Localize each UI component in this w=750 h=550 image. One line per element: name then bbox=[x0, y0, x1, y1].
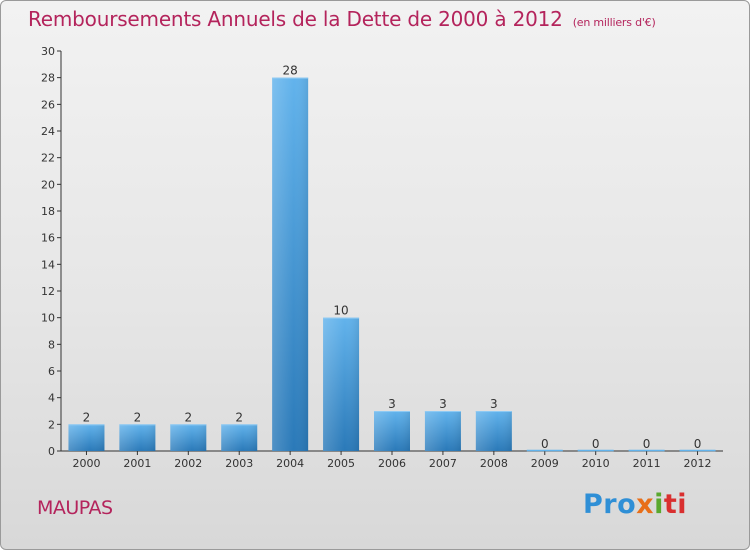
y-tick-label: 4 bbox=[48, 392, 55, 405]
bars bbox=[68, 77, 716, 452]
y-tick-label: 12 bbox=[41, 285, 55, 298]
bar-shine bbox=[424, 411, 461, 451]
data-label: 3 bbox=[439, 397, 447, 411]
x-tick-label: 2009 bbox=[531, 457, 559, 470]
chart-title: Remboursements Annuels de la Dette de 20… bbox=[28, 7, 656, 31]
y-tick-label: 22 bbox=[41, 152, 55, 165]
y-tick-label: 8 bbox=[48, 338, 55, 351]
x-tick-label: 2001 bbox=[123, 457, 151, 470]
y-tick-label: 10 bbox=[41, 312, 55, 325]
logo-part-1: Pro bbox=[583, 489, 637, 520]
data-label: 0 bbox=[643, 437, 651, 451]
x-tick-label: 2011 bbox=[633, 457, 661, 470]
data-label: 0 bbox=[694, 437, 702, 451]
y-tick-label: 24 bbox=[41, 125, 55, 138]
y-tick-label: 16 bbox=[41, 232, 55, 245]
y-tick-label: 6 bbox=[48, 365, 55, 378]
y-tick-label: 14 bbox=[41, 258, 55, 271]
data-label: 2 bbox=[235, 410, 243, 424]
data-label: 10 bbox=[333, 304, 348, 318]
bar-shine bbox=[374, 411, 410, 451]
data-label: 2 bbox=[134, 410, 142, 424]
y-tick-label: 0 bbox=[48, 445, 55, 458]
commune-name: MAUPAS bbox=[37, 497, 113, 519]
bar-shine bbox=[475, 411, 512, 451]
data-label: 28 bbox=[283, 64, 298, 78]
x-tick-label: 2012 bbox=[684, 457, 712, 470]
data-label: 2 bbox=[184, 410, 192, 424]
y-tick-label: 26 bbox=[41, 98, 55, 111]
x-tick-label: 2006 bbox=[378, 457, 406, 470]
x-tick-label: 2000 bbox=[72, 457, 100, 470]
bar-shine bbox=[323, 317, 360, 451]
x-tick-label: 2002 bbox=[174, 457, 202, 470]
x-tick-label: 2008 bbox=[480, 457, 508, 470]
proxiti-logo: Proxiti bbox=[583, 489, 687, 520]
chart-title-text: Remboursements Annuels de la Dette de 20… bbox=[28, 7, 563, 31]
bar-shine bbox=[170, 424, 207, 451]
x-tick-label: 2004 bbox=[276, 457, 304, 470]
y-tick-label: 2 bbox=[48, 418, 55, 431]
x-tick-label: 2003 bbox=[225, 457, 253, 470]
y-tick-label: 30 bbox=[41, 45, 55, 58]
data-label: 3 bbox=[490, 397, 498, 411]
logo-part-3: i bbox=[654, 489, 664, 520]
data-labels: 2 2 2 2 28 10 3 3 3 0 0 0 0 bbox=[83, 64, 702, 451]
data-label: 2 bbox=[83, 410, 91, 424]
x-tick-label: 2007 bbox=[429, 457, 457, 470]
y-tick-label: 20 bbox=[41, 178, 55, 191]
y-tick-label: 18 bbox=[41, 205, 55, 218]
data-label: 0 bbox=[541, 437, 549, 451]
x-tick-label: 2010 bbox=[582, 457, 610, 470]
data-label: 0 bbox=[592, 437, 600, 451]
x-tick-label: 2005 bbox=[327, 457, 355, 470]
y-tick-label: 28 bbox=[41, 72, 55, 85]
logo-part-2: x bbox=[636, 489, 655, 520]
data-label: 3 bbox=[388, 397, 396, 411]
bar-shine bbox=[272, 77, 309, 452]
bar-shine bbox=[68, 424, 105, 451]
bar-shine bbox=[221, 424, 258, 451]
logo-part-4: ti bbox=[663, 489, 688, 520]
chart-subtitle: (en milliers d'€) bbox=[572, 16, 656, 29]
bar-shine bbox=[119, 424, 156, 451]
